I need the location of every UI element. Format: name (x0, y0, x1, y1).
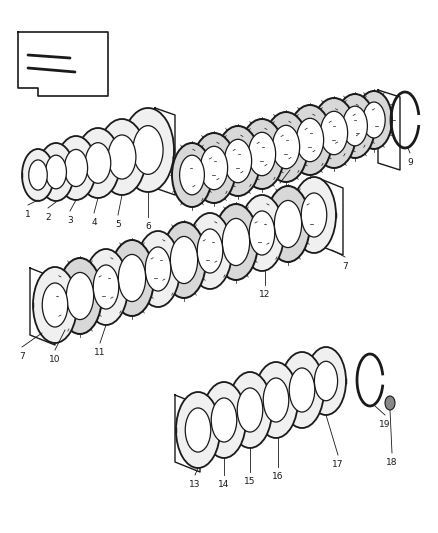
Ellipse shape (172, 143, 212, 207)
Ellipse shape (176, 392, 220, 468)
Text: 4: 4 (91, 218, 97, 227)
Ellipse shape (136, 231, 180, 307)
Ellipse shape (306, 347, 346, 415)
Ellipse shape (197, 229, 223, 273)
Text: 18: 18 (386, 458, 398, 467)
Ellipse shape (85, 143, 111, 183)
Ellipse shape (320, 111, 348, 155)
Text: 17: 17 (332, 460, 344, 469)
Ellipse shape (216, 126, 260, 196)
Ellipse shape (56, 136, 96, 200)
Ellipse shape (266, 186, 310, 262)
Text: 9: 9 (407, 158, 413, 167)
Ellipse shape (110, 240, 154, 316)
Ellipse shape (263, 378, 289, 422)
Ellipse shape (224, 139, 252, 183)
Text: 13: 13 (189, 480, 201, 489)
Ellipse shape (98, 119, 146, 195)
Ellipse shape (240, 195, 284, 271)
Ellipse shape (335, 94, 375, 158)
Ellipse shape (274, 200, 302, 247)
Ellipse shape (145, 247, 171, 291)
Text: 11: 11 (94, 348, 106, 357)
Ellipse shape (192, 133, 236, 203)
Ellipse shape (58, 258, 102, 334)
Ellipse shape (170, 237, 198, 284)
Ellipse shape (118, 254, 146, 302)
Ellipse shape (162, 222, 206, 298)
Ellipse shape (42, 283, 68, 327)
Text: 1: 1 (25, 210, 31, 219)
Ellipse shape (343, 106, 367, 146)
Ellipse shape (301, 193, 327, 237)
Text: 10: 10 (49, 355, 61, 364)
Ellipse shape (29, 160, 47, 190)
Ellipse shape (202, 382, 246, 458)
Text: 19: 19 (379, 420, 391, 429)
Ellipse shape (223, 219, 250, 265)
Ellipse shape (264, 112, 308, 182)
Ellipse shape (240, 119, 284, 189)
Ellipse shape (254, 362, 298, 438)
Text: 2: 2 (45, 213, 51, 222)
Ellipse shape (93, 265, 119, 309)
Ellipse shape (297, 118, 324, 161)
Ellipse shape (314, 361, 338, 401)
Ellipse shape (188, 213, 232, 289)
Text: 7: 7 (342, 262, 348, 271)
Ellipse shape (248, 132, 276, 176)
Text: 6: 6 (145, 222, 151, 231)
Text: 16: 16 (272, 472, 284, 481)
Ellipse shape (185, 408, 211, 452)
Ellipse shape (228, 372, 272, 448)
Text: 8: 8 (277, 188, 283, 197)
Text: 15: 15 (244, 477, 256, 486)
Ellipse shape (272, 125, 300, 169)
Text: 14: 14 (218, 480, 230, 489)
Ellipse shape (289, 368, 315, 412)
Text: 3: 3 (67, 216, 73, 225)
Ellipse shape (363, 102, 385, 138)
Ellipse shape (385, 396, 395, 410)
Ellipse shape (38, 143, 74, 201)
Ellipse shape (356, 91, 392, 149)
Ellipse shape (180, 155, 205, 195)
Ellipse shape (108, 135, 136, 179)
Ellipse shape (249, 211, 275, 255)
Ellipse shape (133, 126, 163, 174)
Text: 12: 12 (259, 290, 271, 299)
Ellipse shape (200, 146, 228, 190)
Ellipse shape (84, 249, 128, 325)
Ellipse shape (214, 204, 258, 280)
Ellipse shape (33, 267, 77, 343)
Ellipse shape (237, 388, 263, 432)
Ellipse shape (67, 272, 94, 320)
Ellipse shape (76, 128, 120, 198)
Ellipse shape (122, 108, 174, 192)
Ellipse shape (64, 149, 88, 187)
Ellipse shape (211, 398, 237, 442)
Ellipse shape (288, 105, 332, 175)
Ellipse shape (312, 98, 356, 168)
Ellipse shape (292, 177, 336, 253)
Text: 7: 7 (19, 352, 25, 361)
Ellipse shape (22, 149, 54, 201)
Text: 5: 5 (115, 220, 121, 229)
Ellipse shape (280, 352, 324, 428)
Ellipse shape (46, 155, 67, 189)
